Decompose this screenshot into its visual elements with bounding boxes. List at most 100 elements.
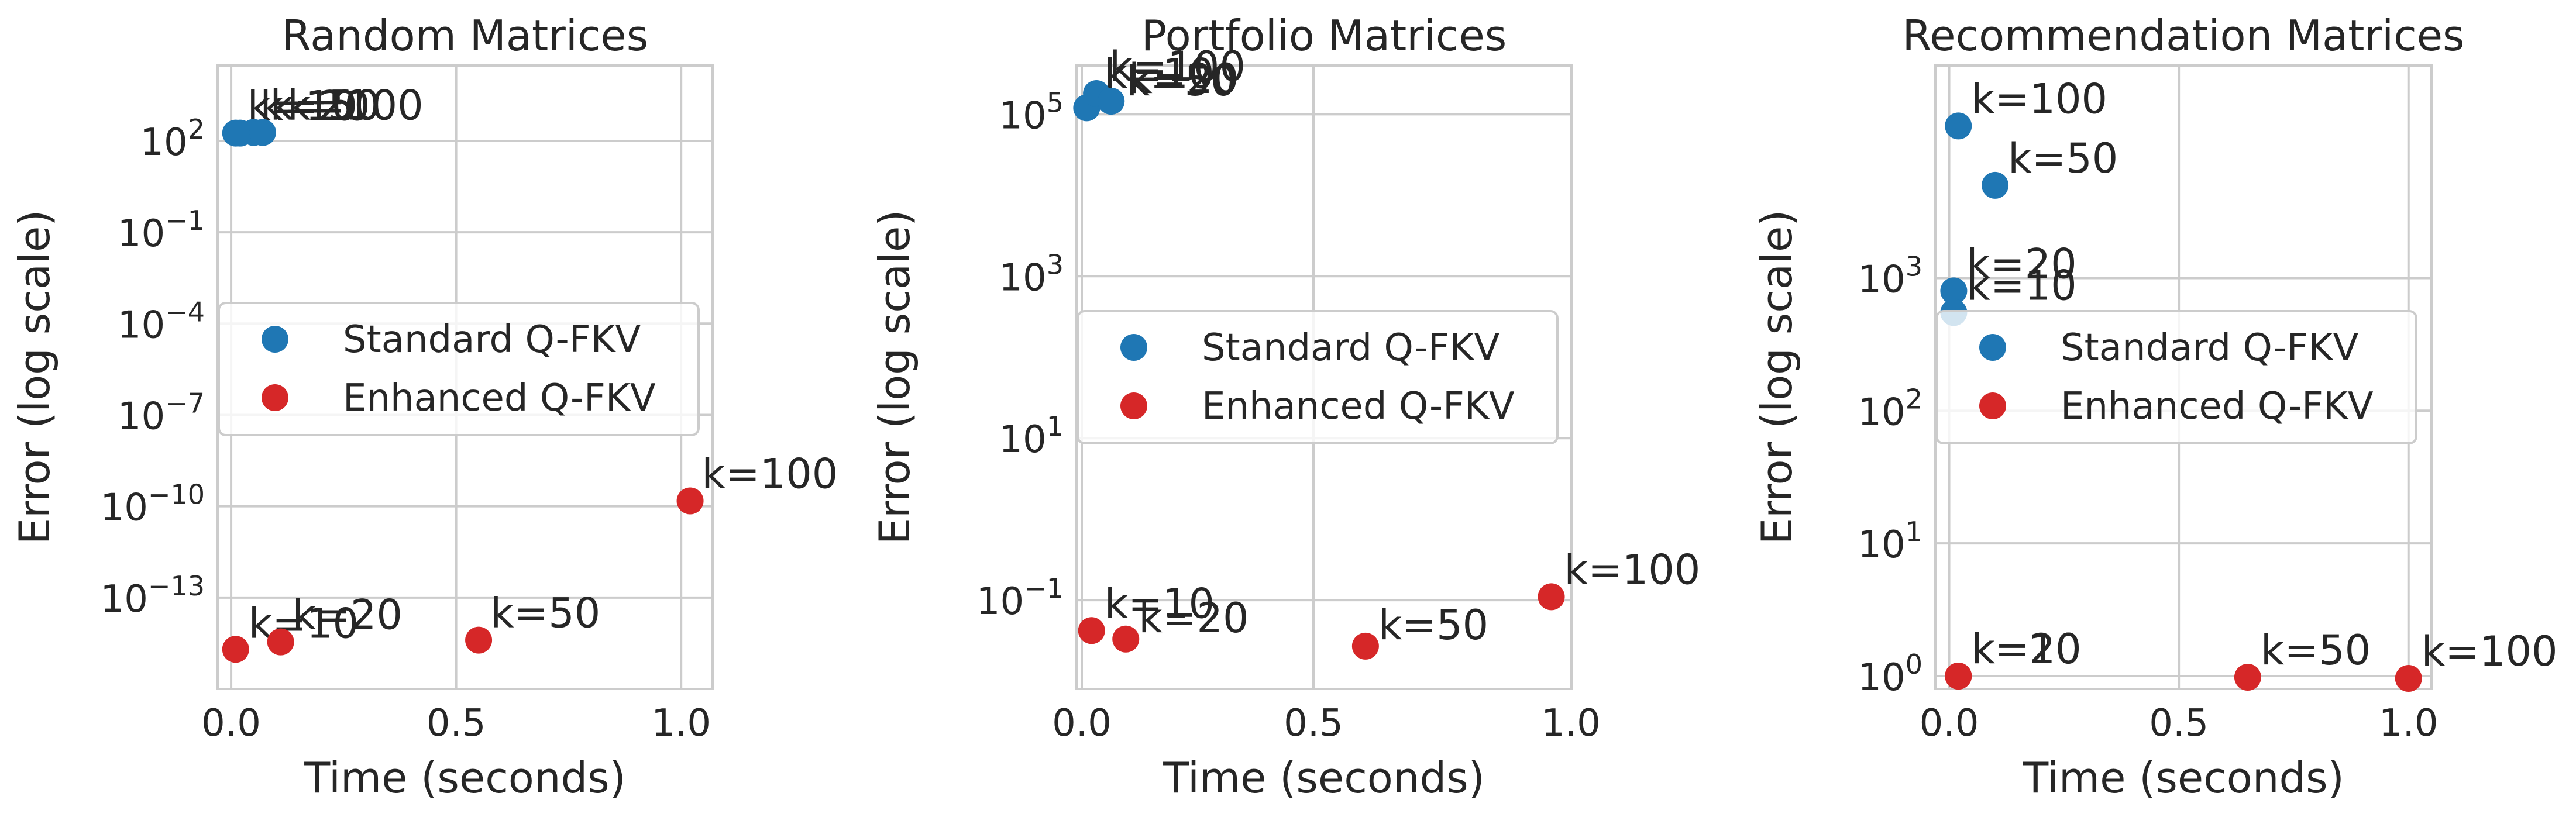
legend-marker <box>262 326 288 353</box>
x-tick-label: 0.5 <box>2149 702 2209 745</box>
x-tick-label: 0.5 <box>427 702 486 745</box>
point-label: k=50 <box>2261 626 2371 674</box>
legend-marker <box>1979 392 2006 419</box>
point-label: k=50 <box>1378 601 1488 649</box>
chart-title: Random Matrices <box>282 11 648 60</box>
y-axis-label: Error (log scale) <box>1752 210 1801 545</box>
chart-title: Recommendation Matrices <box>1902 11 2464 60</box>
point-label: k=100 <box>1564 546 1701 594</box>
y-tick-label: 103 <box>999 249 1064 299</box>
legend: Standard Q-FKV Enhanced Q-FKV <box>1077 310 1559 444</box>
point-label: k=10 <box>1105 580 1215 628</box>
y-axis-label: Error (log scale) <box>870 210 919 545</box>
y-tick-exponent: −1 <box>1024 573 1064 604</box>
point-label: k=20 <box>260 82 370 130</box>
y-tick-exponent: −13 <box>148 570 205 602</box>
y-tick-exponent: 0 <box>1906 649 1922 680</box>
data-point <box>267 628 294 656</box>
x-tick-label: 1.0 <box>2379 702 2439 745</box>
legend-box <box>1935 310 2417 444</box>
point-label: k=20 <box>1971 625 2081 673</box>
legend-entry: Enhanced Q-FKV <box>343 377 656 420</box>
legend-entry: Enhanced Q-FKV <box>1202 385 1515 428</box>
y-tick-base: 10 <box>1858 391 1905 434</box>
y-tick-label: 102 <box>140 113 205 164</box>
point-label: k=20 <box>1139 594 1249 642</box>
legend-entry: Standard Q-FKV <box>343 318 641 361</box>
y-tick-base: 10 <box>976 580 1024 623</box>
y-tick-label: 101 <box>999 411 1064 461</box>
data-point <box>222 636 249 663</box>
y-tick-base: 10 <box>118 395 165 438</box>
point-label: k=50 <box>1126 57 1236 105</box>
y-tick-base: 10 <box>1858 656 1905 699</box>
data-point <box>249 119 276 146</box>
y-tick-base: 10 <box>118 304 165 347</box>
y-tick-base: 10 <box>100 487 147 530</box>
data-point <box>2395 665 2422 692</box>
legend-marker <box>1120 334 1147 361</box>
y-tick-base: 10 <box>999 418 1046 461</box>
legend: Standard Q-FKV Enhanced Q-FKV <box>218 302 700 436</box>
y-tick-base: 10 <box>999 94 1046 137</box>
x-tick-label: 1.0 <box>1541 702 1601 745</box>
panel-1: Random Matrices Time (seconds) Error (log … <box>10 11 838 802</box>
legend-entry: Standard Q-FKV <box>1202 326 1500 370</box>
x-tick-label: 0.0 <box>1920 702 1979 745</box>
y-tick-label: 10−7 <box>118 387 205 438</box>
legend-box <box>218 302 700 436</box>
y-tick-exponent: 1 <box>1047 411 1064 442</box>
point-label: k=100 <box>702 450 838 498</box>
y-tick-base: 10 <box>118 212 165 256</box>
y-tick-base: 10 <box>140 121 187 164</box>
data-point <box>1351 632 1379 660</box>
data-point <box>1538 583 1565 611</box>
y-tick-label: 10−1 <box>976 573 1064 623</box>
data-point <box>1078 617 1105 644</box>
data-point <box>465 626 493 654</box>
data-point <box>1945 112 1972 140</box>
point-label: k=10 <box>249 599 359 647</box>
y-tick-base: 10 <box>1858 258 1905 301</box>
panel-3: Recommendation Matrices Time (seconds) Err… <box>1752 11 2558 802</box>
y-tick-base: 10 <box>999 256 1046 299</box>
y-tick-label: 102 <box>1858 383 1922 434</box>
point-label: k=10 <box>1104 50 1214 98</box>
y-tick-base: 10 <box>100 578 147 621</box>
chart-title: Portfolio Matrices <box>1141 11 1507 60</box>
point-label: k=20 <box>1966 240 2076 288</box>
point-label: k=100 <box>1971 75 2107 123</box>
point-label: k=50 <box>2008 135 2118 182</box>
point-label: k=10 <box>1971 625 2081 673</box>
y-tick-exponent: 2 <box>1906 383 1922 415</box>
y-axis-label: Error (log scale) <box>10 210 59 545</box>
point-label: k=20 <box>293 591 403 639</box>
point-label: k=100 <box>287 81 424 129</box>
y-tick-label: 105 <box>999 87 1064 137</box>
y-tick-exponent: −10 <box>148 479 205 511</box>
legend-entry: Standard Q-FKV <box>2061 326 2359 370</box>
panel-2: Portfolio Matrices Time (seconds) Error (l… <box>870 11 1700 802</box>
point-label: k=100 <box>2422 628 2558 675</box>
x-tick-label: 0.0 <box>1052 702 1112 745</box>
y-tick-exponent: −1 <box>165 205 205 236</box>
x-axis-label: Time (seconds) <box>304 753 626 802</box>
point-label: k=100 <box>1109 43 1246 91</box>
point-label: k=50 <box>270 81 380 129</box>
data-point <box>1098 88 1125 115</box>
y-tick-exponent: 1 <box>1906 516 1922 547</box>
data-point <box>1940 277 1968 305</box>
legend: Standard Q-FKV Enhanced Q-FKV <box>1935 310 2417 444</box>
legend-marker <box>1979 334 2006 361</box>
data-point <box>1945 663 1972 690</box>
y-tick-exponent: −4 <box>165 296 205 328</box>
point-label: k=10 <box>1966 261 2076 309</box>
y-tick-label: 10−1 <box>118 205 205 256</box>
y-tick-label: 103 <box>1858 250 1922 301</box>
data-point <box>676 487 704 515</box>
y-tick-exponent: 5 <box>1047 87 1064 118</box>
data-point <box>1982 171 2009 199</box>
y-tick-label: 100 <box>1858 649 1922 699</box>
legend-box <box>1077 310 1559 444</box>
